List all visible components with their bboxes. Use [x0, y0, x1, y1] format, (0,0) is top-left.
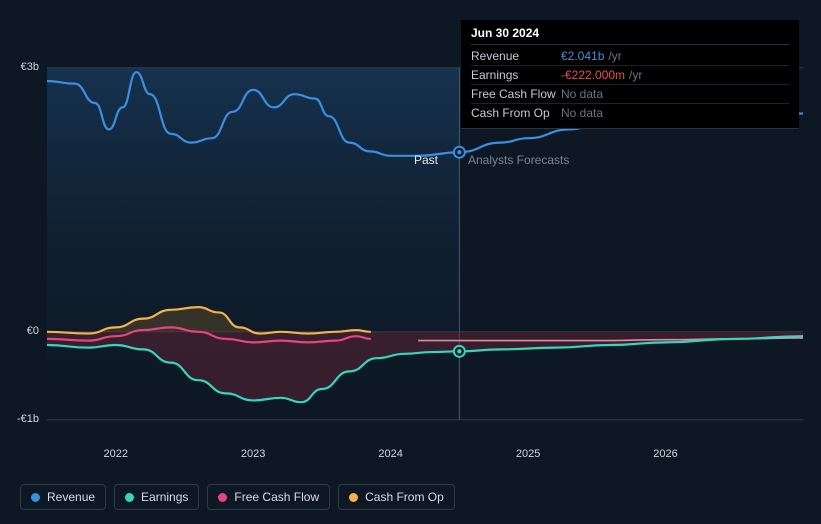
legend-label: Earnings	[141, 490, 188, 504]
legend-dot-icon	[125, 493, 134, 502]
legend-item-earnings[interactable]: Earnings	[114, 484, 199, 510]
tooltip-row-label: Cash From Op	[471, 106, 561, 120]
x-axis-tick: 2025	[516, 448, 540, 460]
legend-label: Cash From Op	[365, 490, 444, 504]
chart-legend: Revenue Earnings Free Cash Flow Cash From O…	[20, 484, 455, 510]
tooltip-row-value: No data	[561, 106, 603, 120]
y-axis-tick: €0	[0, 325, 39, 337]
tooltip-row-suffix: /yr	[629, 68, 642, 82]
tooltip-row-label: Earnings	[471, 68, 561, 82]
tooltip-date: Jun 30 2024	[471, 26, 789, 45]
forecast-label: Analysts Forecasts	[468, 153, 569, 167]
y-axis-tick: €3b	[0, 61, 39, 73]
tooltip-row-suffix: /yr	[608, 49, 621, 63]
tooltip-row: Cash From OpNo data	[471, 104, 789, 122]
tooltip-row: Free Cash FlowNo data	[471, 85, 789, 104]
tooltip-row: Earnings-€222.000m/yr	[471, 66, 789, 85]
y-axis-tick: -€1b	[0, 413, 39, 425]
legend-dot-icon	[31, 493, 40, 502]
legend-dot-icon	[349, 493, 358, 502]
x-axis-tick: 2022	[103, 448, 127, 460]
x-axis-tick: 2026	[653, 448, 677, 460]
tooltip-row: Revenue€2.041b/yr	[471, 47, 789, 66]
legend-dot-icon	[218, 493, 227, 502]
tooltip-row-value: No data	[561, 87, 603, 101]
x-axis-tick: 2023	[241, 448, 265, 460]
legend-item-cash-from-op[interactable]: Cash From Op	[338, 484, 455, 510]
legend-item-revenue[interactable]: Revenue	[20, 484, 106, 510]
tooltip-row-value: -€222.000m	[561, 68, 625, 82]
legend-item-free-cash-flow[interactable]: Free Cash Flow	[207, 484, 330, 510]
tooltip-row-label: Free Cash Flow	[471, 87, 561, 101]
legend-label: Revenue	[47, 490, 95, 504]
data-tooltip: Jun 30 2024 Revenue€2.041b/yrEarnings-€2…	[461, 20, 799, 129]
past-label: Past	[414, 153, 438, 167]
tooltip-row-value: €2.041b	[561, 49, 604, 63]
tooltip-row-label: Revenue	[471, 49, 561, 63]
legend-label: Free Cash Flow	[234, 490, 319, 504]
x-axis-tick: 2024	[378, 448, 402, 460]
